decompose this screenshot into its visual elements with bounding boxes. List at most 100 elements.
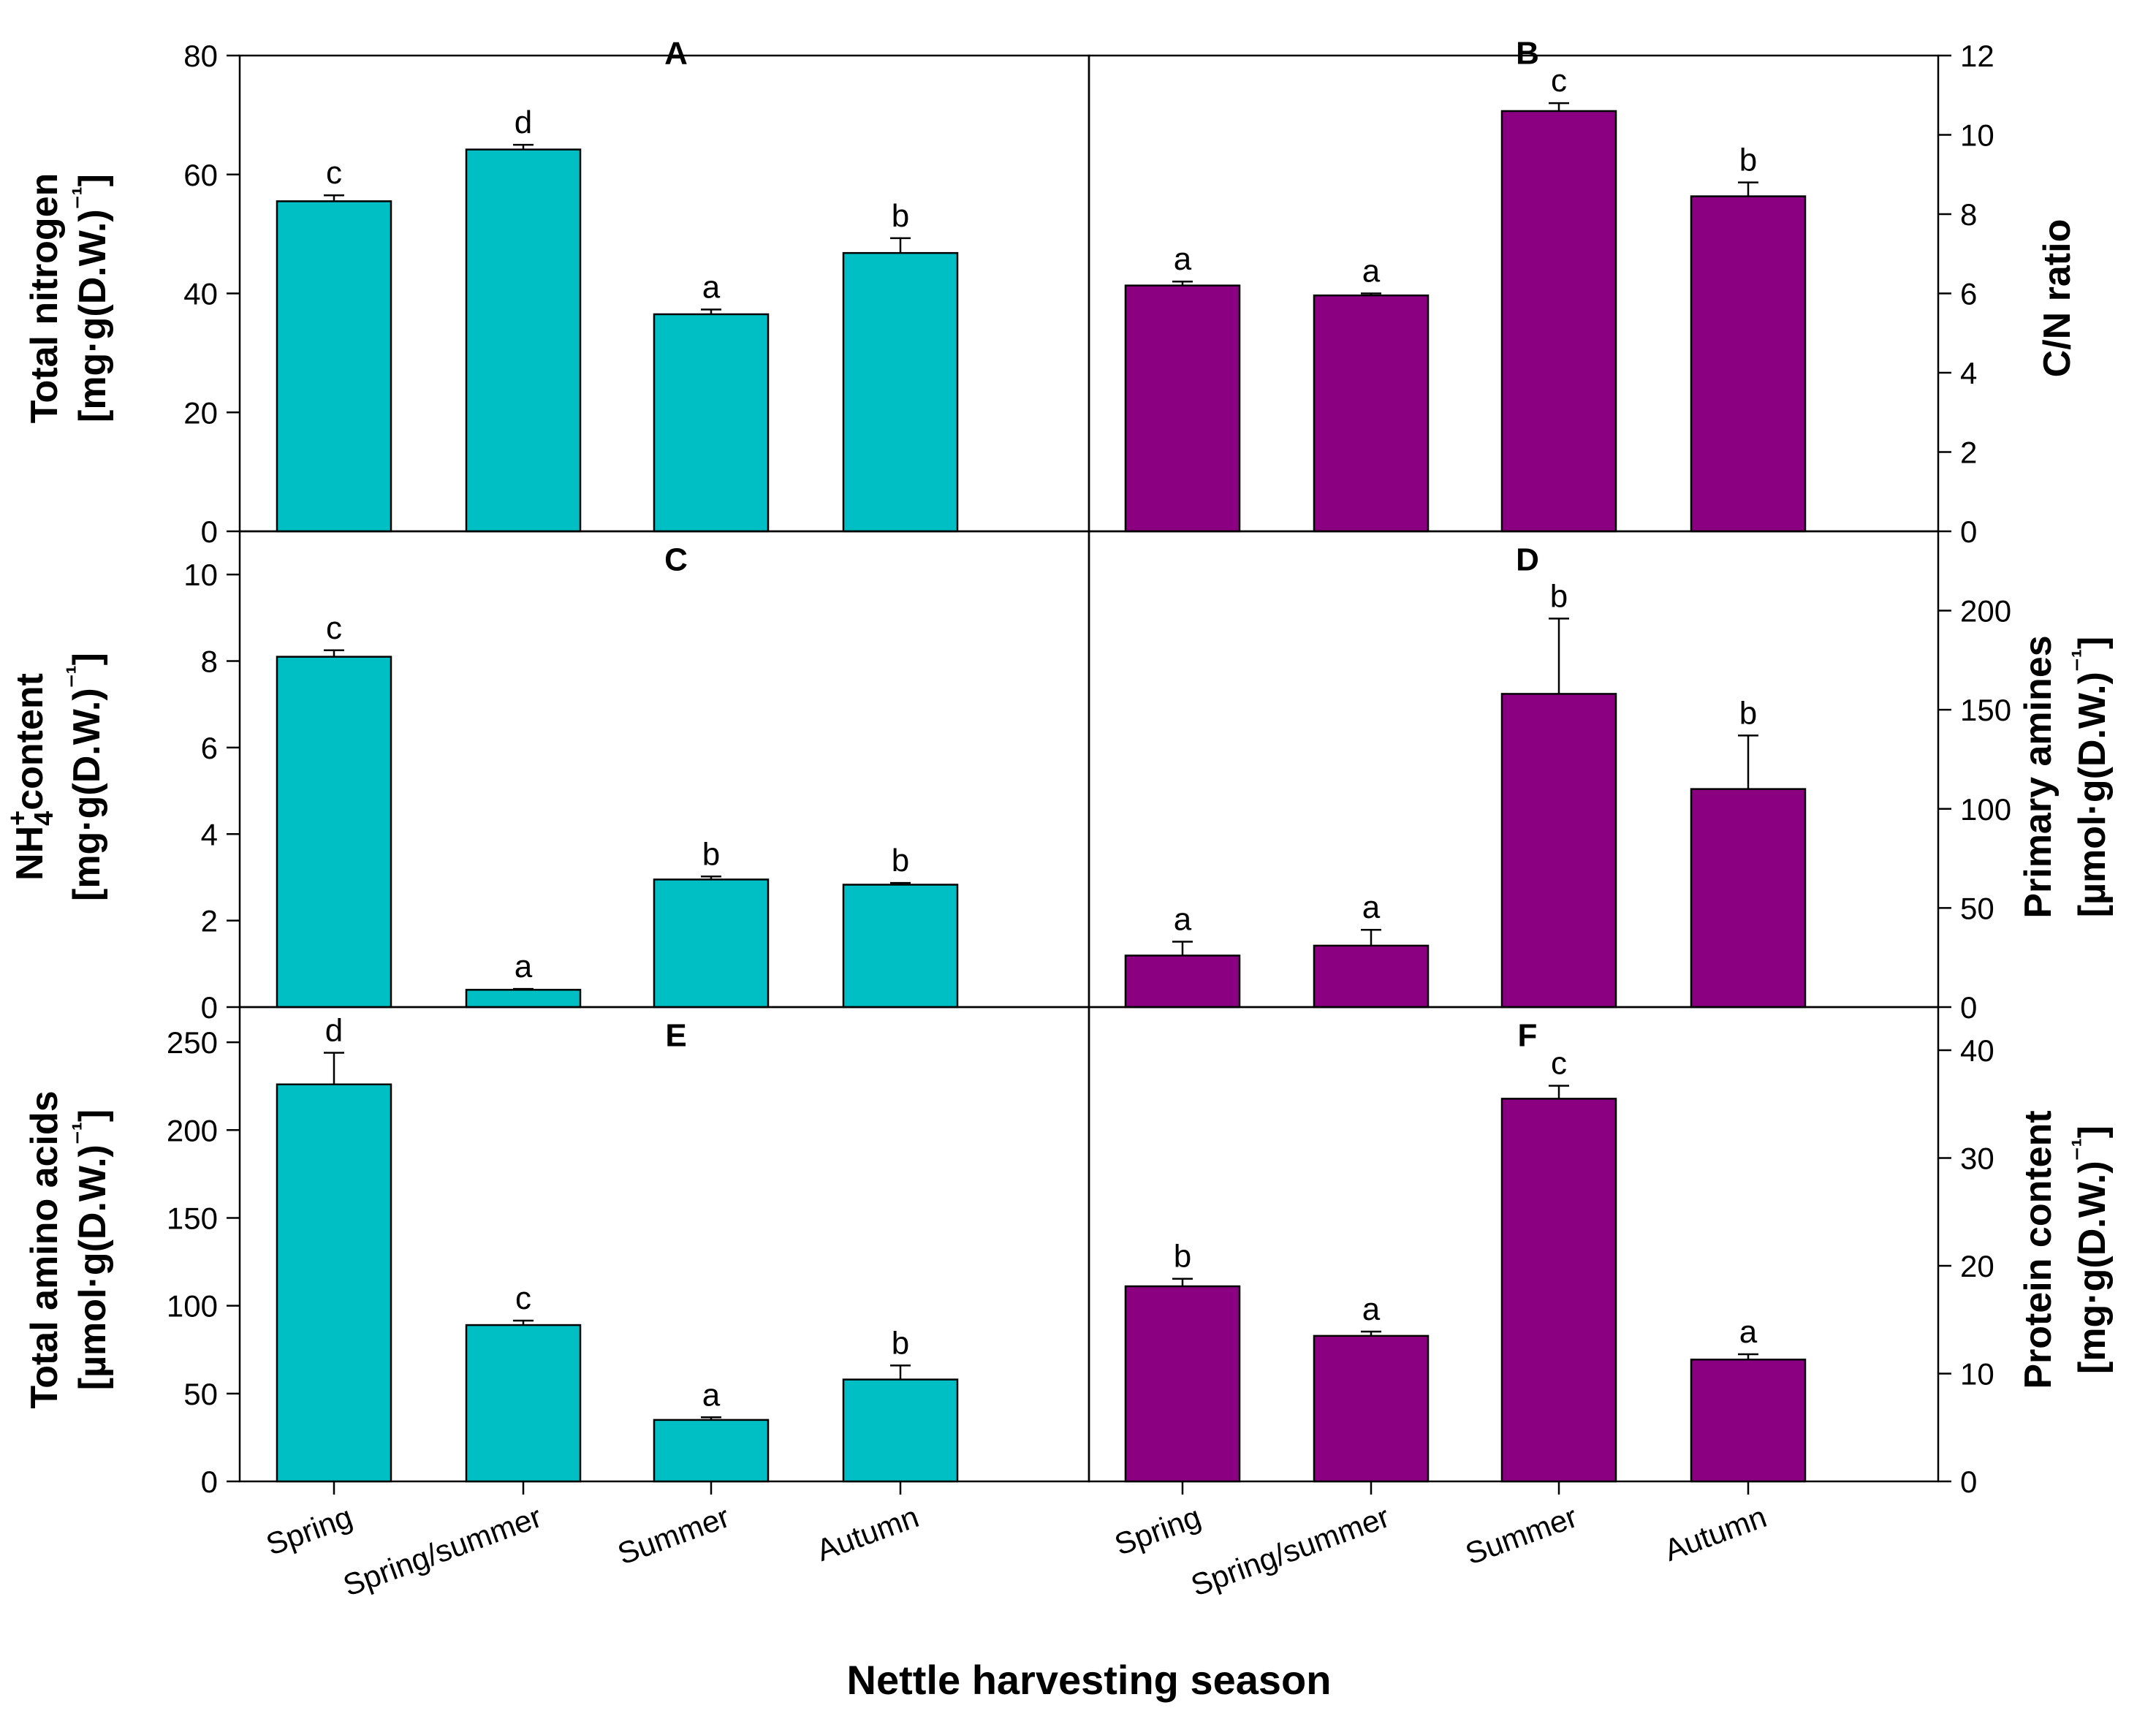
panel-e-ytick-label-3: 150 [167, 1201, 218, 1235]
panel-f-ytick-label-2: 20 [1960, 1249, 1994, 1283]
category-label-right-0: Spring [1110, 1499, 1205, 1562]
panel-e-letter-1: c [515, 1280, 531, 1316]
y-title-c-sup: + [2, 810, 32, 826]
panel-e-letter-3: b [892, 1325, 909, 1361]
panel-b-letter-0: a [1174, 241, 1192, 277]
panel-b-bar-0 [1124, 284, 1241, 533]
panel-b-bar-1 [1313, 294, 1430, 533]
y-title-c: NH4+content [mg·g(D.W.)⁻¹] [2, 653, 108, 901]
panel-b-title: B [1516, 36, 1539, 72]
category-label-left-3: Autumn [812, 1499, 923, 1568]
panel-f-ytick-label-0: 0 [1960, 1465, 1977, 1499]
panel-b-letter-2: c [1551, 63, 1567, 99]
panel-e: 0 50 100 150 200 250 d c a b E [167, 1006, 1090, 1499]
svg-text:[mg·g(D.W.)⁻¹]: [mg·g(D.W.)⁻¹] [2066, 1125, 2114, 1374]
panel-f-letter-0: b [1174, 1239, 1191, 1275]
y-title-f: Protein content [mg·g(D.W.)⁻¹] [2017, 1110, 2114, 1389]
panel-f-letter-2: c [1551, 1046, 1567, 1082]
panel-a: 0 20 40 60 80 c d a b A [183, 36, 1090, 549]
y-title-c-line2: [mg·g(D.W.) [66, 688, 108, 901]
panel-f-bar-2 [1500, 1098, 1617, 1483]
panel-c-letter-3: b [892, 843, 909, 878]
x-axis-title: Nettle harvesting season [847, 1657, 1332, 1703]
panel-a-bar-0 [276, 200, 392, 533]
category-label-left-0: Spring [262, 1499, 357, 1562]
panel-b-ytick-label-0: 0 [1960, 515, 1977, 549]
panel-d-ytick-label-1: 50 [1960, 891, 1994, 925]
y-title-a: Total nitrogen [mg·g(D.W.)⁻¹] [23, 173, 114, 424]
y-title-b: C/N ratio [2036, 219, 2079, 378]
panel-d-bar-2 [1500, 693, 1617, 1009]
panel-f-ytick-label-3: 30 [1960, 1142, 1994, 1176]
panel-c-bar-3 [842, 884, 959, 1009]
panel-d-ytick-label-3: 150 [1960, 693, 2011, 727]
panel-b-ytick-label-3: 6 [1960, 277, 1977, 311]
panel-b-bar-3 [1690, 195, 1807, 533]
y-title-c-sup2: ⁻¹ [61, 665, 91, 688]
panel-d-bar-3 [1690, 788, 1807, 1009]
panel-f-bar-1 [1313, 1335, 1430, 1483]
y-title-f-line1: Protein content [2017, 1110, 2060, 1389]
panel-e-ytick-label-1: 50 [183, 1377, 218, 1411]
svg-text:NH4+content: NH4+content [2, 673, 58, 881]
panel-a-letter-0: c [326, 155, 342, 191]
panel-f-letter-1: a [1362, 1291, 1381, 1327]
panel-d-letter-1: a [1362, 889, 1381, 925]
y-title-a-close: ] [72, 174, 114, 186]
panel-c-ytick-label-4: 8 [201, 645, 218, 679]
panel-e-ytick-label-5: 250 [167, 1025, 218, 1060]
panel-e-bar-1 [465, 1324, 582, 1483]
panel-a-ytick-label-3: 60 [183, 158, 218, 192]
panel-c-title: C [664, 542, 688, 578]
panel-f-title: F [1518, 1018, 1538, 1054]
y-title-c-sub: 4 [29, 811, 58, 826]
panel-a-ytick-label-0: 0 [201, 515, 218, 549]
panel-a-ytick-label-1: 20 [183, 395, 218, 430]
y-title-a-line2: [mg·g(D.W.) [72, 209, 114, 422]
panel-c-ytick-label-1: 2 [201, 904, 218, 938]
panel-a-bar-2 [653, 313, 770, 533]
y-title-f-close: ] [2071, 1125, 2114, 1138]
panel-e-bar-0 [276, 1083, 392, 1483]
panel-d-ytick-label-2: 100 [1960, 792, 2011, 827]
panel-d-title: D [1516, 542, 1539, 578]
y-title-e-sup: ⁻¹ [67, 1122, 96, 1144]
panel-d-letter-3: b [1739, 695, 1757, 731]
y-title-c-nh: NH [9, 826, 51, 881]
panel-d-letter-0: a [1174, 901, 1192, 937]
panel-c-bar-2 [653, 878, 770, 1009]
panel-f-letter-3: a [1739, 1314, 1758, 1350]
y-title-d: Primary amines [µmol·g(D.W.)⁻¹] [2017, 635, 2114, 918]
category-label-right-2: Summer [1461, 1499, 1582, 1571]
category-label-left-1: Spring/summer [338, 1499, 546, 1603]
panel-e-title: E [665, 1018, 686, 1054]
panel-d-bar-1 [1313, 944, 1430, 1009]
y-title-c-close: ] [66, 653, 108, 665]
panel-c-letter-0: c [326, 610, 342, 646]
panel-d-ytick-label-4: 200 [1960, 594, 2011, 629]
panel-f-bar-0 [1124, 1285, 1241, 1483]
y-title-d-close: ] [2071, 637, 2114, 649]
panel-e-ytick-label-0: 0 [201, 1465, 218, 1499]
panel-b-ytick-label-1: 2 [1960, 436, 1977, 470]
panel-f: 0 10 20 30 40 b a c a F [1088, 1006, 1994, 1499]
panel-a-ytick-label-2: 40 [183, 277, 218, 311]
svg-text:[mg·g(D.W.)⁻¹]: [mg·g(D.W.)⁻¹] [67, 174, 114, 422]
panel-c-bar-1 [465, 989, 582, 1009]
panel-a-letter-3: b [892, 198, 909, 234]
panel-e-ytick-label-2: 100 [167, 1289, 218, 1324]
panel-a-ytick-label-4: 80 [183, 39, 218, 73]
y-title-a-line1: Total nitrogen [23, 173, 66, 424]
panel-a-title: A [664, 36, 688, 72]
panel-d-bar-0 [1124, 954, 1241, 1009]
panel-e-bar-3 [842, 1378, 959, 1483]
panel-c-ytick-label-3: 6 [201, 731, 218, 765]
y-title-e-line1: Total amino acids [23, 1090, 66, 1408]
panel-e-letter-2: a [702, 1377, 721, 1413]
y-title-e-close: ] [72, 1109, 114, 1122]
panel-a-bar-3 [842, 251, 959, 533]
panel-b-letter-3: b [1739, 143, 1757, 178]
panel-c-ytick-label-0: 0 [201, 990, 218, 1025]
